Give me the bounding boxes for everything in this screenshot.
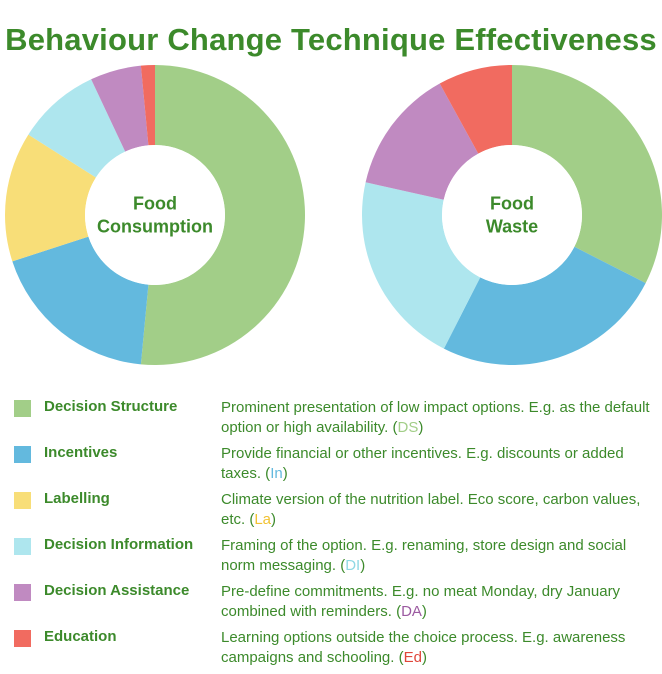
description-text: Climate version of the nutrition label. …: [221, 491, 641, 528]
legend-description: Framing of the option. E.g. renaming, st…: [221, 536, 651, 576]
slice-food-consumption-incentives: [12, 236, 149, 365]
slice-food-waste-decision-information: [362, 182, 481, 349]
legend-label: Incentives: [44, 444, 118, 461]
donut-charts-svg: Food Consumption Food Waste: [5, 65, 662, 366]
abbreviation: DI: [345, 557, 361, 574]
decision-structure-swatch: [14, 400, 31, 417]
description-text: Pre-define commitments. E.g. no meat Mon…: [221, 583, 621, 620]
description-text: Framing of the option. E.g. renaming, st…: [221, 537, 627, 574]
slice-food-waste-education: [439, 65, 512, 154]
description-text: Prominent presentation of low impact opt…: [221, 399, 650, 436]
slice-food-consumption-education: [140, 65, 155, 146]
legend-label: Decision Assistance: [44, 582, 190, 599]
donut-center-label: Food: [133, 194, 177, 214]
legend-description: Climate version of the nutrition label. …: [221, 490, 651, 530]
abbreviation: La: [254, 511, 272, 528]
legend-item-decision-assistance: Decision Assistance Pre-define commitmen…: [0, 582, 662, 628]
slice-food-waste-decision-structure: [512, 65, 662, 284]
slice-food-consumption-decision-structure: [140, 65, 306, 365]
slice-food-waste-decision-assistance: [365, 83, 479, 200]
donut-center-label: Food: [490, 194, 534, 214]
legend-description: Pre-define commitments. E.g. no meat Mon…: [221, 582, 651, 622]
description-text: Provide financial or other incentives. E…: [221, 445, 624, 482]
chart-title: Behaviour Change Technique Effectiveness: [5, 22, 657, 57]
closing-paren: ): [282, 465, 288, 482]
decision-information-swatch: [14, 538, 31, 555]
closing-paren: ): [421, 603, 427, 620]
legend-label: Decision Information: [44, 536, 194, 553]
closing-paren: ): [271, 511, 277, 528]
slice-food-waste-incentives: [443, 246, 646, 366]
description-text: Learning options outside the choice proc…: [221, 629, 626, 666]
decision-assistance-swatch: [14, 584, 31, 601]
legend-description: Prominent presentation of low impact opt…: [221, 398, 651, 438]
abbreviation: DS: [397, 419, 419, 436]
legend-description: Learning options outside the choice proc…: [221, 628, 651, 668]
slice-food-consumption-decision-assistance: [91, 65, 149, 152]
legend-description: Provide financial or other incentives. E…: [221, 444, 651, 484]
donut-hole: [85, 145, 225, 285]
slice-food-consumption-labelling: [5, 134, 96, 262]
legend-label: Education: [44, 628, 117, 645]
closing-paren: ): [418, 419, 424, 436]
education-swatch: [14, 630, 31, 647]
legend-item-education: Education Learning options outside the c…: [0, 628, 662, 674]
slice-food-consumption-decision-information: [28, 79, 126, 178]
abbreviation: Ed: [403, 649, 422, 666]
legend-label: Decision Structure: [44, 398, 178, 415]
legend-item-labelling: Labelling Climate version of the nutriti…: [0, 490, 662, 536]
closing-paren: ): [421, 649, 427, 666]
legend-item-decision-information: Decision Information Framing of the opti…: [0, 536, 662, 582]
legend-label: Labelling: [44, 490, 110, 507]
closing-paren: ): [360, 557, 366, 574]
donut-center-label: Consumption: [97, 217, 213, 237]
abbreviation: In: [270, 465, 283, 482]
labelling-swatch: [14, 492, 31, 509]
donut-center-label: Waste: [486, 217, 538, 237]
donut-charts: Food Consumption Food Waste: [5, 65, 662, 366]
donut-hole: [442, 145, 582, 285]
legend-item-decision-structure: Decision Structure Prominent presentatio…: [0, 398, 662, 444]
legend-item-incentives: Incentives Provide financial or other in…: [0, 444, 662, 490]
abbreviation: DA: [401, 603, 422, 620]
incentives-swatch: [14, 446, 31, 463]
